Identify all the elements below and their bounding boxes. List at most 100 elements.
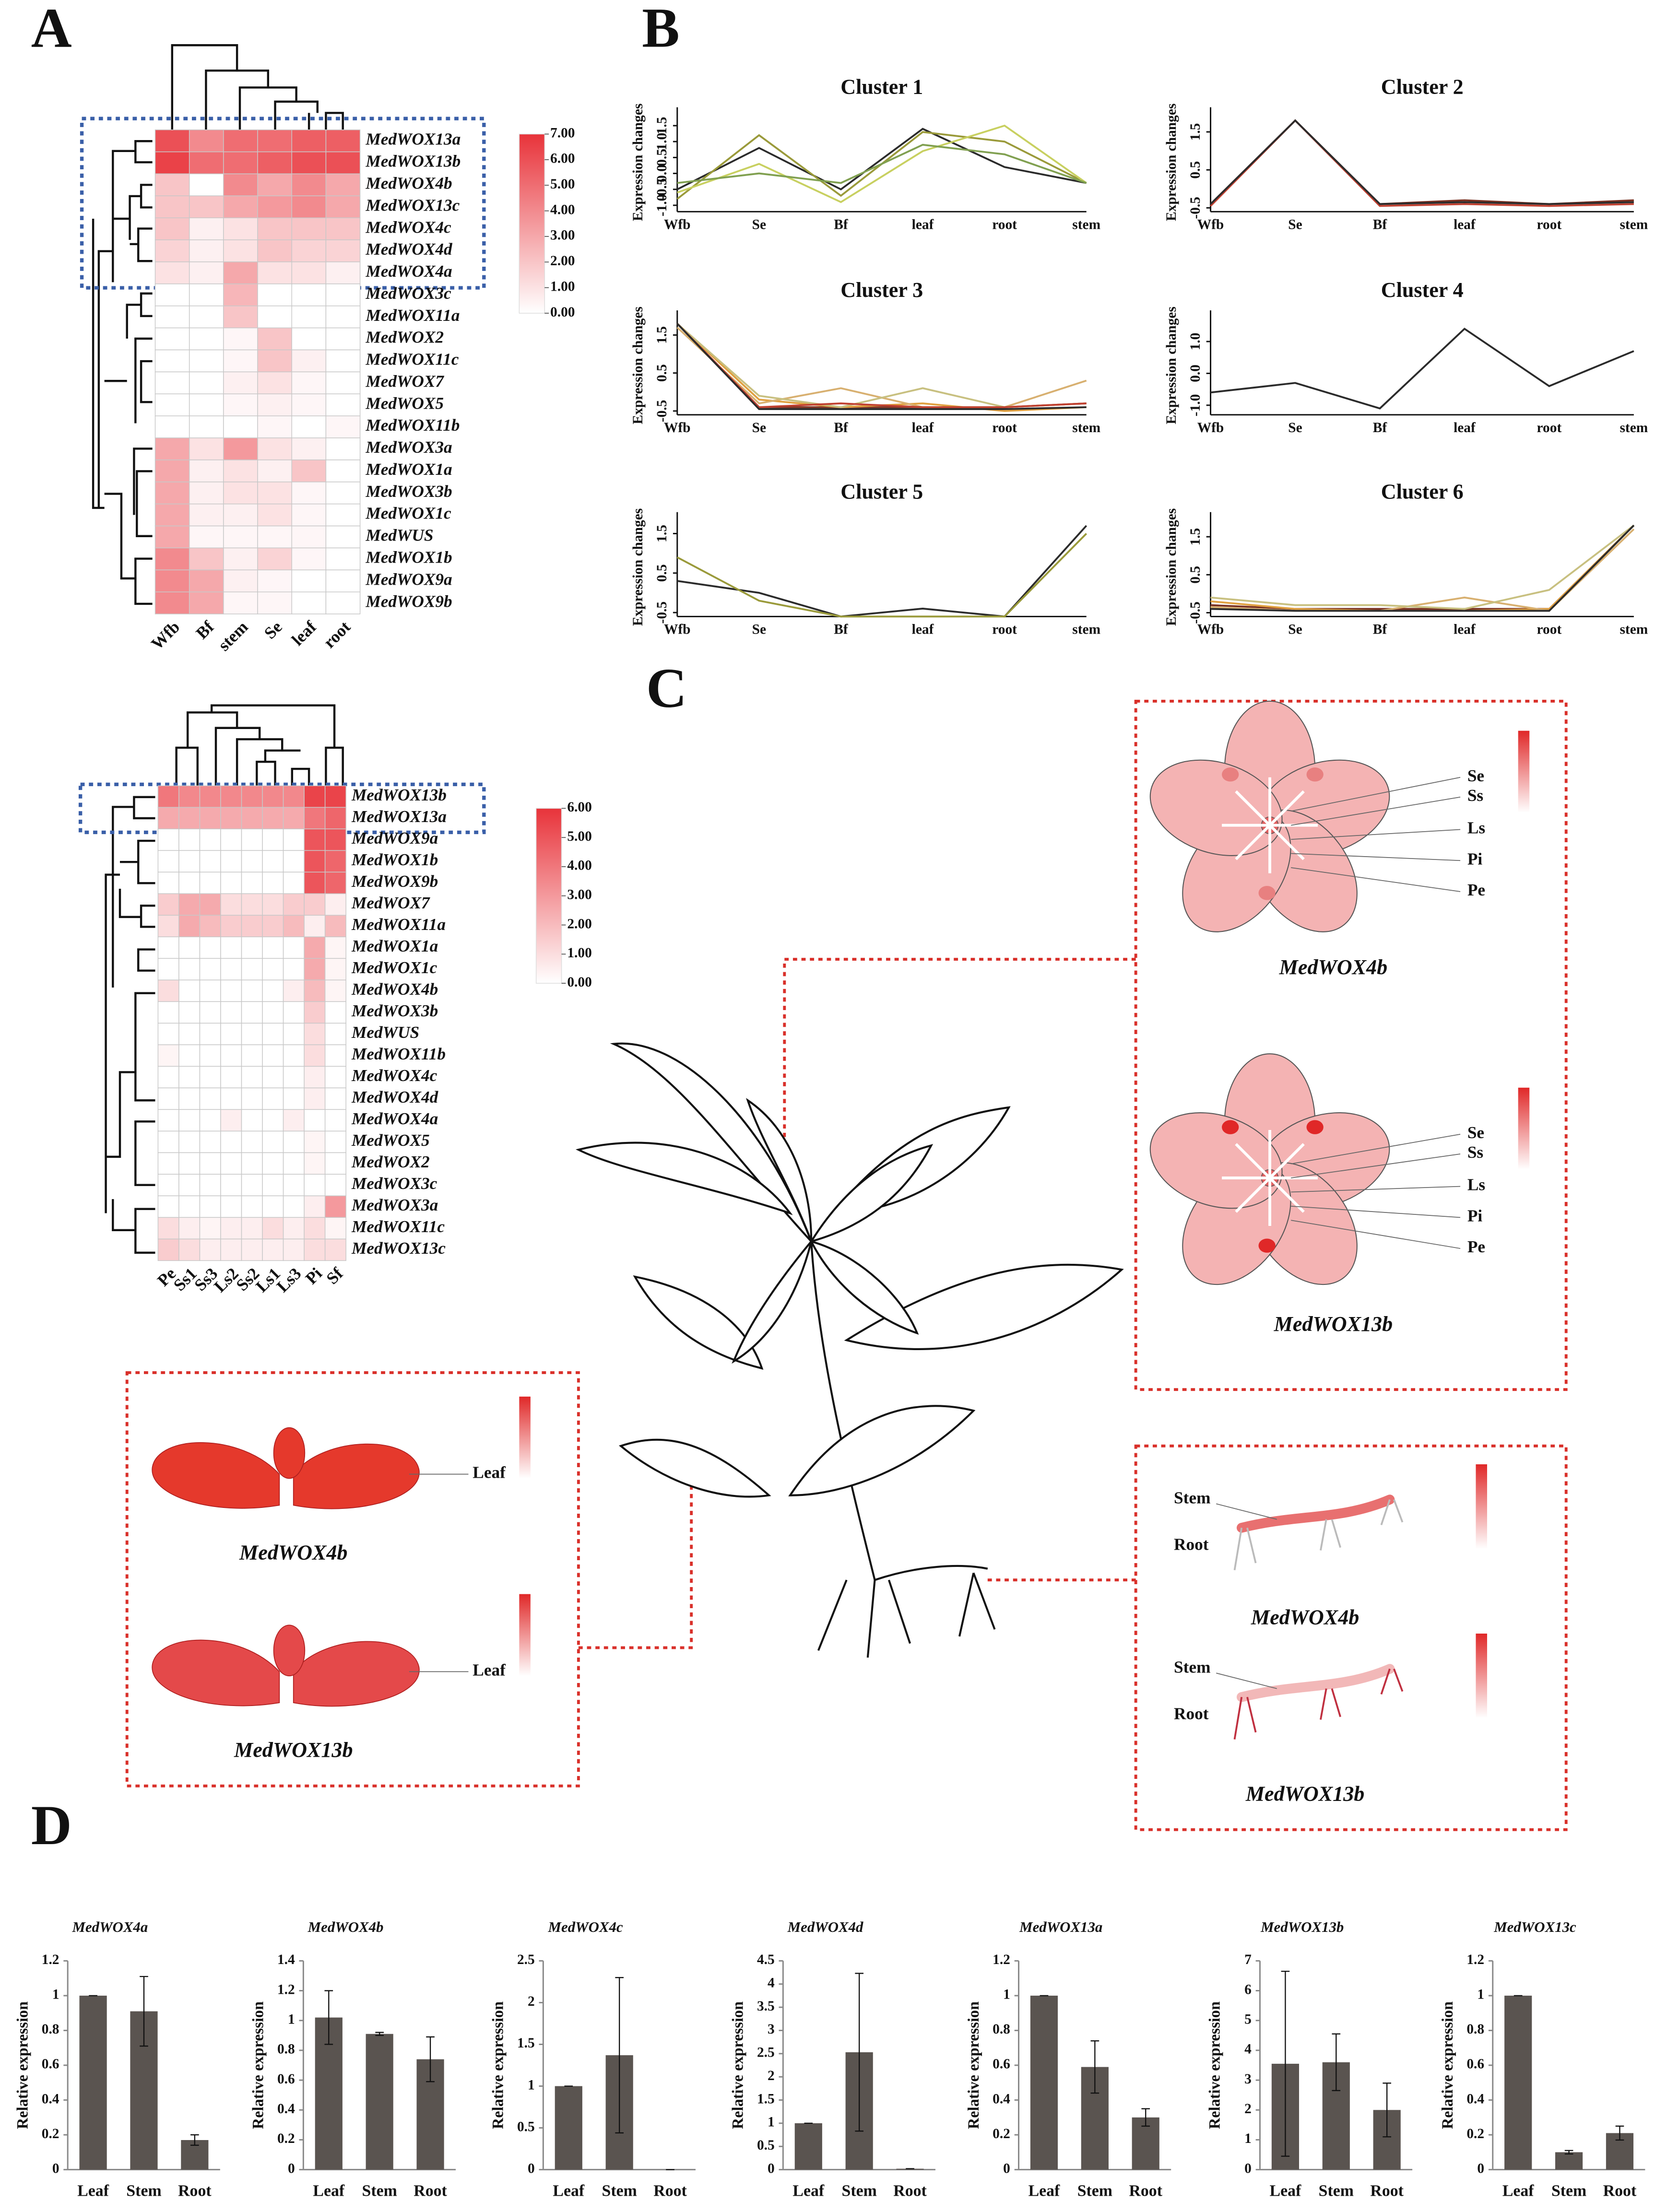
heatmap-cell bbox=[241, 1238, 263, 1261]
leaf-drawing bbox=[152, 1639, 280, 1706]
heatmap-cell bbox=[220, 1001, 242, 1024]
chart-title: MedWOX4a bbox=[72, 1918, 148, 1935]
x-tick-label: Leaf bbox=[313, 2182, 344, 2200]
heatmap-cell bbox=[157, 1238, 179, 1261]
y-tick-label: 1.5 bbox=[1188, 123, 1203, 141]
heatmap-cell bbox=[325, 173, 361, 197]
x-tick-label: root bbox=[992, 217, 1017, 232]
heatmap-cell bbox=[324, 807, 346, 830]
heatmap-cell bbox=[189, 371, 224, 395]
panel-label: B bbox=[642, 0, 679, 59]
mini-colorbar bbox=[1476, 1464, 1487, 1549]
colorbar bbox=[519, 133, 545, 314]
heatmap-cell bbox=[257, 482, 292, 505]
row-label: MedWOX4c bbox=[351, 1066, 437, 1085]
heatmap-cell bbox=[325, 327, 361, 351]
y-tick-label: 1 bbox=[768, 2115, 775, 2130]
flower-drawing bbox=[1149, 700, 1390, 932]
heatmap-cell bbox=[324, 1130, 346, 1153]
y-tick-label: 3.5 bbox=[757, 1999, 775, 2014]
y-tick-label: 1.2 bbox=[1466, 1952, 1484, 1967]
row-label: MedWOX11c bbox=[365, 350, 459, 369]
heatmap-cell bbox=[154, 283, 190, 306]
heatmap-cell bbox=[223, 217, 258, 240]
column-label: Wfb bbox=[148, 617, 184, 653]
part-label: Pe bbox=[1467, 881, 1485, 899]
x-tick-label: Wfb bbox=[664, 217, 691, 232]
series-line bbox=[676, 128, 1087, 191]
row-label: MedWOX1a bbox=[351, 937, 438, 955]
heatmap-cell bbox=[324, 871, 346, 894]
row-label: MedWOX7 bbox=[351, 894, 430, 912]
part-label: Ls bbox=[1467, 1176, 1485, 1194]
gene-label: MedWOX13b bbox=[1274, 1312, 1393, 1336]
row-label: MedWOX1a bbox=[365, 460, 452, 479]
x-tick-label: leaf bbox=[1454, 622, 1476, 637]
y-axis-label: Relative expression bbox=[13, 2001, 31, 2129]
stamen bbox=[1235, 1177, 1271, 1213]
x-tick-label: Se bbox=[752, 420, 766, 435]
row-label: MedWOX13b bbox=[365, 152, 461, 171]
heatmap-cell bbox=[257, 371, 292, 395]
petal bbox=[1149, 1112, 1283, 1209]
heatmap-cell bbox=[304, 893, 326, 916]
heatmap-cell bbox=[223, 195, 258, 218]
y-tick-label: 3 bbox=[1244, 2071, 1252, 2087]
row-label: MedWUS bbox=[351, 1023, 419, 1042]
heatmap-cell bbox=[324, 1217, 346, 1240]
heatmap-cell bbox=[157, 979, 179, 1002]
sepal bbox=[1306, 767, 1324, 782]
chart-title: Cluster 4 bbox=[1381, 278, 1464, 302]
x-tick-label: leaf bbox=[912, 622, 934, 637]
heatmap-cell bbox=[220, 893, 242, 916]
label-leader bbox=[1216, 1672, 1277, 1689]
part-label: Stem bbox=[1174, 1489, 1210, 1507]
y-tick-label: 0.5 bbox=[517, 2119, 535, 2134]
x-tick-label: Leaf bbox=[792, 2182, 824, 2200]
heatmap-cell bbox=[220, 915, 242, 938]
part-label: Se bbox=[1467, 1123, 1484, 1142]
heatmap-cell bbox=[304, 807, 326, 830]
heatmap-cell bbox=[262, 1044, 284, 1067]
heatmap-cell bbox=[257, 261, 292, 284]
heatmap-cell bbox=[178, 915, 201, 938]
y-tick-label: 2.5 bbox=[757, 2045, 775, 2060]
x-tick-label: stem bbox=[1620, 420, 1648, 435]
row-label: MedWUS bbox=[365, 526, 433, 545]
heatmap-cell bbox=[199, 1130, 221, 1153]
heatmap-cell bbox=[291, 173, 327, 197]
heatmap-cell bbox=[178, 1238, 201, 1261]
heatmap-cell bbox=[157, 958, 179, 981]
chart-title: MedWOX4b bbox=[307, 1918, 384, 1935]
heatmap-cell bbox=[283, 1195, 305, 1218]
x-tick-label: Bf bbox=[834, 622, 849, 637]
heatmap-cell bbox=[178, 979, 201, 1002]
label-leader bbox=[1291, 1220, 1461, 1249]
y-tick-label: 0.2 bbox=[42, 2126, 59, 2141]
heatmap-cell bbox=[189, 306, 224, 329]
y-tick-label: 0.4 bbox=[1466, 2091, 1484, 2106]
heatmap-cell bbox=[283, 893, 305, 916]
error-bar bbox=[1332, 2033, 1341, 2092]
series-line bbox=[676, 131, 1087, 200]
heatmap-cell bbox=[324, 1001, 346, 1024]
row-label: MedWOX1b bbox=[351, 850, 438, 869]
heatmap-cell bbox=[304, 1152, 326, 1175]
heatmap-cell bbox=[283, 1152, 305, 1175]
heatmap-cell bbox=[325, 371, 361, 395]
heatmap-cell bbox=[199, 1023, 221, 1046]
heatmap-cell bbox=[304, 958, 326, 981]
heatmap-cell bbox=[257, 151, 292, 175]
x-tick-label: Bf bbox=[834, 420, 849, 435]
row-label: MedWOX11c bbox=[351, 1217, 445, 1236]
heatmap-cell bbox=[325, 415, 361, 438]
heatmap-cell bbox=[324, 1238, 346, 1261]
y-tick-label: 1 bbox=[1244, 2131, 1252, 2146]
heatmap-cell bbox=[257, 129, 292, 153]
y-tick-label: -0.5 bbox=[1188, 197, 1203, 219]
heatmap-cell bbox=[262, 936, 284, 959]
heatmap-cell bbox=[262, 828, 284, 851]
series-line bbox=[1210, 524, 1635, 610]
heatmap-cell bbox=[304, 785, 326, 808]
heatmap-cell bbox=[154, 393, 190, 416]
